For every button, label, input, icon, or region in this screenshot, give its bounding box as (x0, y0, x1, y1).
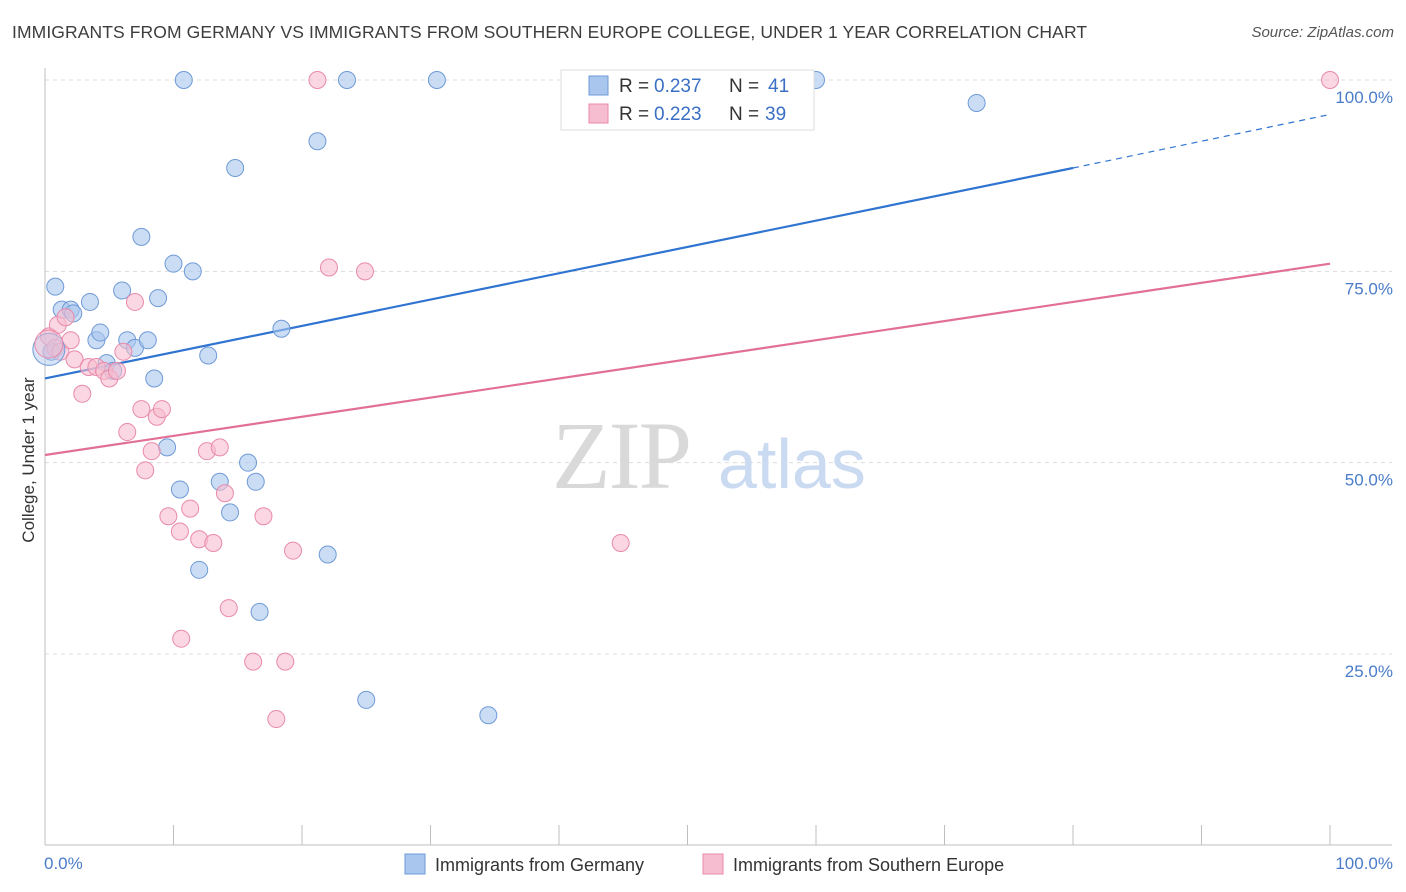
point-s-europe (172, 629, 191, 648)
point-s-europe (204, 534, 223, 553)
point-germany (221, 503, 240, 522)
point-germany (138, 331, 157, 350)
x-tick-label-max: 100.0% (1335, 854, 1393, 873)
point-s-europe (611, 534, 630, 553)
y-tick-label: 25.0% (1345, 662, 1393, 681)
legend: Immigrants from Germany Immigrants from … (404, 853, 1004, 875)
watermark-atlas: atlas (718, 425, 866, 503)
point-s-europe (159, 507, 178, 526)
point-germany (174, 71, 193, 89)
y-tick-labels: 25.0% 50.0% 75.0% 100.0% (1335, 88, 1393, 681)
point-s-europe (170, 522, 189, 541)
point-germany (318, 545, 337, 564)
watermark: ZIP atlas (552, 402, 866, 509)
point-s-europe (355, 262, 374, 281)
stats-box: R = 0.237 N = 41 R = 0.223 N = 39 (560, 69, 815, 131)
point-germany (132, 227, 151, 246)
point-germany (91, 323, 110, 342)
stats-n-s-europe: 39 (765, 104, 786, 125)
point-germany (149, 289, 168, 308)
y-tick-label: 100.0% (1335, 88, 1393, 107)
point-germany (272, 319, 291, 338)
point-germany (46, 277, 65, 296)
stats-n-germany: 41 (768, 76, 789, 97)
point-germany (308, 132, 327, 151)
point-s-europe (152, 400, 171, 419)
stats-swatch-s-europe (588, 103, 609, 124)
point-s-europe (254, 507, 273, 526)
point-germany (80, 292, 99, 311)
stats-n-label: N = (729, 104, 759, 125)
stats-r-s-europe: 0.223 (654, 104, 702, 125)
legend-swatch-germany (404, 853, 426, 875)
legend-swatch-s-europe (702, 853, 724, 875)
point-s-europe (319, 258, 338, 277)
point-s-europe (1321, 71, 1339, 89)
point-s-europe-cluster (34, 329, 64, 359)
legend-label-germany: Immigrants from Germany (435, 855, 644, 875)
point-s-europe (56, 308, 75, 327)
point-s-europe (132, 400, 151, 419)
data-points (32, 71, 1339, 729)
point-s-europe (136, 461, 155, 480)
point-germany (113, 281, 132, 300)
point-germany (357, 690, 376, 709)
point-germany (199, 346, 218, 365)
chart-source: Source: ZipAtlas.com (1251, 24, 1394, 41)
point-germany (145, 369, 164, 388)
point-germany (183, 262, 202, 281)
point-germany-cluster (32, 332, 66, 366)
axes (44, 68, 1392, 846)
point-germany (226, 159, 245, 178)
point-s-europe (118, 423, 137, 442)
trend-line-germany (44, 166, 1074, 380)
point-germany (170, 480, 189, 499)
point-s-europe (107, 361, 126, 380)
point-s-europe (125, 292, 144, 311)
point-s-europe (114, 342, 133, 361)
point-s-europe (308, 71, 327, 89)
stats-swatch-germany (588, 75, 609, 96)
stats-r-label: R = (619, 104, 649, 125)
point-germany (164, 254, 183, 273)
point-s-europe (181, 499, 200, 518)
point-germany (239, 453, 258, 472)
point-s-europe (142, 442, 161, 461)
point-s-europe (215, 484, 234, 503)
trend-line-s-europe (44, 262, 1331, 457)
point-germany (337, 71, 356, 89)
legend-label-s-europe: Immigrants from Southern Europe (733, 855, 1004, 875)
point-s-europe (73, 384, 92, 403)
point-germany (427, 71, 446, 89)
stats-n-label: N = (729, 76, 759, 97)
y-tick-label: 50.0% (1345, 471, 1393, 490)
gridlines (45, 79, 1392, 655)
point-germany (967, 93, 986, 112)
point-s-europe (219, 599, 238, 618)
stats-r-label: R = (619, 76, 649, 97)
point-s-europe (267, 710, 286, 729)
point-s-europe (210, 438, 229, 457)
point-germany (190, 560, 209, 579)
point-s-europe (276, 652, 295, 671)
chart-title: IMMIGRANTS FROM GERMANY VS IMMIGRANTS FR… (12, 22, 1088, 42)
y-axis-label: College, Under 1 year (19, 377, 38, 543)
point-germany (250, 602, 269, 621)
x-tick-label-min: 0.0% (44, 854, 83, 873)
point-s-europe (244, 652, 263, 671)
watermark-zip: ZIP (552, 402, 690, 509)
point-s-europe (65, 350, 84, 369)
trend-line-germany-extension (1072, 113, 1331, 169)
point-s-europe (284, 541, 303, 560)
trend-lines (44, 113, 1331, 457)
stats-r-germany: 0.237 (654, 76, 702, 97)
point-germany (479, 706, 498, 725)
y-tick-label: 75.0% (1345, 279, 1393, 298)
point-germany (158, 438, 177, 457)
point-germany (246, 472, 265, 491)
